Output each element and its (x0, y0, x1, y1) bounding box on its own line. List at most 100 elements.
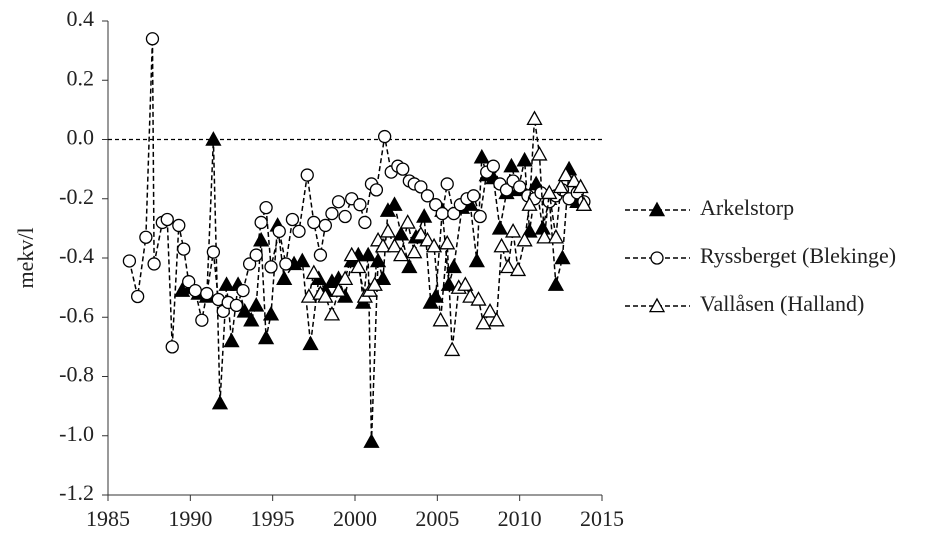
data-point (377, 129, 392, 144)
data-point (248, 297, 265, 312)
data-point (447, 206, 461, 221)
data-point (343, 246, 360, 262)
data-point (504, 222, 522, 238)
data-point (300, 168, 314, 182)
data-point (223, 332, 240, 348)
data-point (229, 298, 244, 313)
data-point (313, 248, 328, 262)
x-tick-label: 1995 (251, 506, 295, 531)
data-point (236, 302, 253, 318)
data-point (516, 231, 533, 247)
data-point (363, 433, 380, 448)
data-point (491, 220, 509, 235)
data-point (393, 246, 410, 262)
data-point (547, 228, 564, 244)
x-tick-label: 2005 (415, 506, 459, 531)
data-point (429, 198, 443, 212)
data-point (242, 257, 257, 271)
data-point (462, 288, 479, 303)
data-point (414, 180, 428, 194)
x-tick-label: 2015 (580, 506, 624, 531)
y-axis-label: mekv/l (13, 227, 38, 288)
data-point (200, 286, 214, 301)
data-point (122, 254, 137, 268)
data-point (432, 311, 449, 327)
data-point (541, 184, 558, 200)
data-point (526, 110, 543, 126)
data-point (145, 32, 160, 46)
legend-label: Vallåsen (Halland) (700, 291, 864, 316)
data-point (374, 270, 392, 285)
data-point (516, 151, 533, 167)
data-point (547, 276, 564, 291)
x-tick-label: 2000 (333, 506, 377, 531)
data-point (536, 228, 553, 244)
legend-marker (650, 251, 664, 265)
data-point (457, 276, 474, 291)
data-point (160, 212, 174, 227)
data-point (374, 237, 392, 253)
data-point (420, 189, 435, 203)
data-point (419, 231, 436, 247)
data-point (440, 177, 454, 191)
data-point (379, 222, 397, 238)
data-point (399, 214, 416, 229)
x-tick-label: 2010 (498, 506, 542, 531)
x-tick-label: 1990 (168, 506, 212, 531)
data-point (416, 208, 433, 223)
data-point (182, 275, 196, 289)
data-point (470, 291, 487, 306)
legend-label: Ryssberget (Blekinge) (700, 243, 896, 268)
legend-marker (648, 201, 666, 217)
y-tick-label: -0.8 (59, 362, 94, 387)
data-point (565, 172, 583, 188)
data-point (475, 314, 492, 330)
data-point (513, 180, 527, 194)
data-point (557, 166, 574, 182)
y-tick-label: 0.2 (67, 65, 95, 90)
data-point (445, 258, 462, 274)
data-point (264, 260, 278, 274)
data-point (206, 245, 221, 259)
data-point (307, 215, 321, 230)
data-point (177, 242, 191, 256)
data-point (486, 159, 500, 173)
data-point (466, 189, 481, 203)
data-point (531, 145, 548, 161)
y-tick-label: -0.6 (59, 302, 94, 327)
data-point (292, 224, 306, 238)
data-point (172, 218, 186, 233)
data-point (396, 162, 410, 176)
data-point (236, 283, 250, 298)
data-point (302, 335, 319, 351)
data-point (575, 196, 592, 211)
y-tick-label: 0.0 (67, 125, 95, 150)
data-point (205, 131, 222, 146)
data-point (331, 195, 346, 209)
y-tick-label: -1.2 (59, 480, 94, 505)
data-point (509, 261, 527, 277)
data-point (243, 311, 260, 327)
data-point (554, 249, 571, 265)
data-point (249, 248, 263, 262)
data-point (188, 283, 202, 298)
data-point (406, 243, 423, 259)
y-tick-label: -0.4 (59, 243, 94, 268)
data-point (366, 276, 383, 291)
data-point (488, 311, 505, 327)
data-point (195, 313, 209, 327)
data-point (353, 198, 367, 212)
y-tick-label: -1.0 (59, 421, 94, 446)
data-point (552, 178, 569, 194)
data-point (473, 148, 490, 164)
data-point (493, 237, 510, 253)
data-point (358, 215, 372, 230)
data-point (276, 270, 293, 285)
data-point (572, 178, 589, 194)
data-point (499, 183, 514, 197)
data-point (444, 341, 461, 357)
data-point (369, 183, 384, 197)
data-point (317, 288, 334, 303)
data-point (253, 231, 270, 247)
data-point (468, 252, 485, 268)
